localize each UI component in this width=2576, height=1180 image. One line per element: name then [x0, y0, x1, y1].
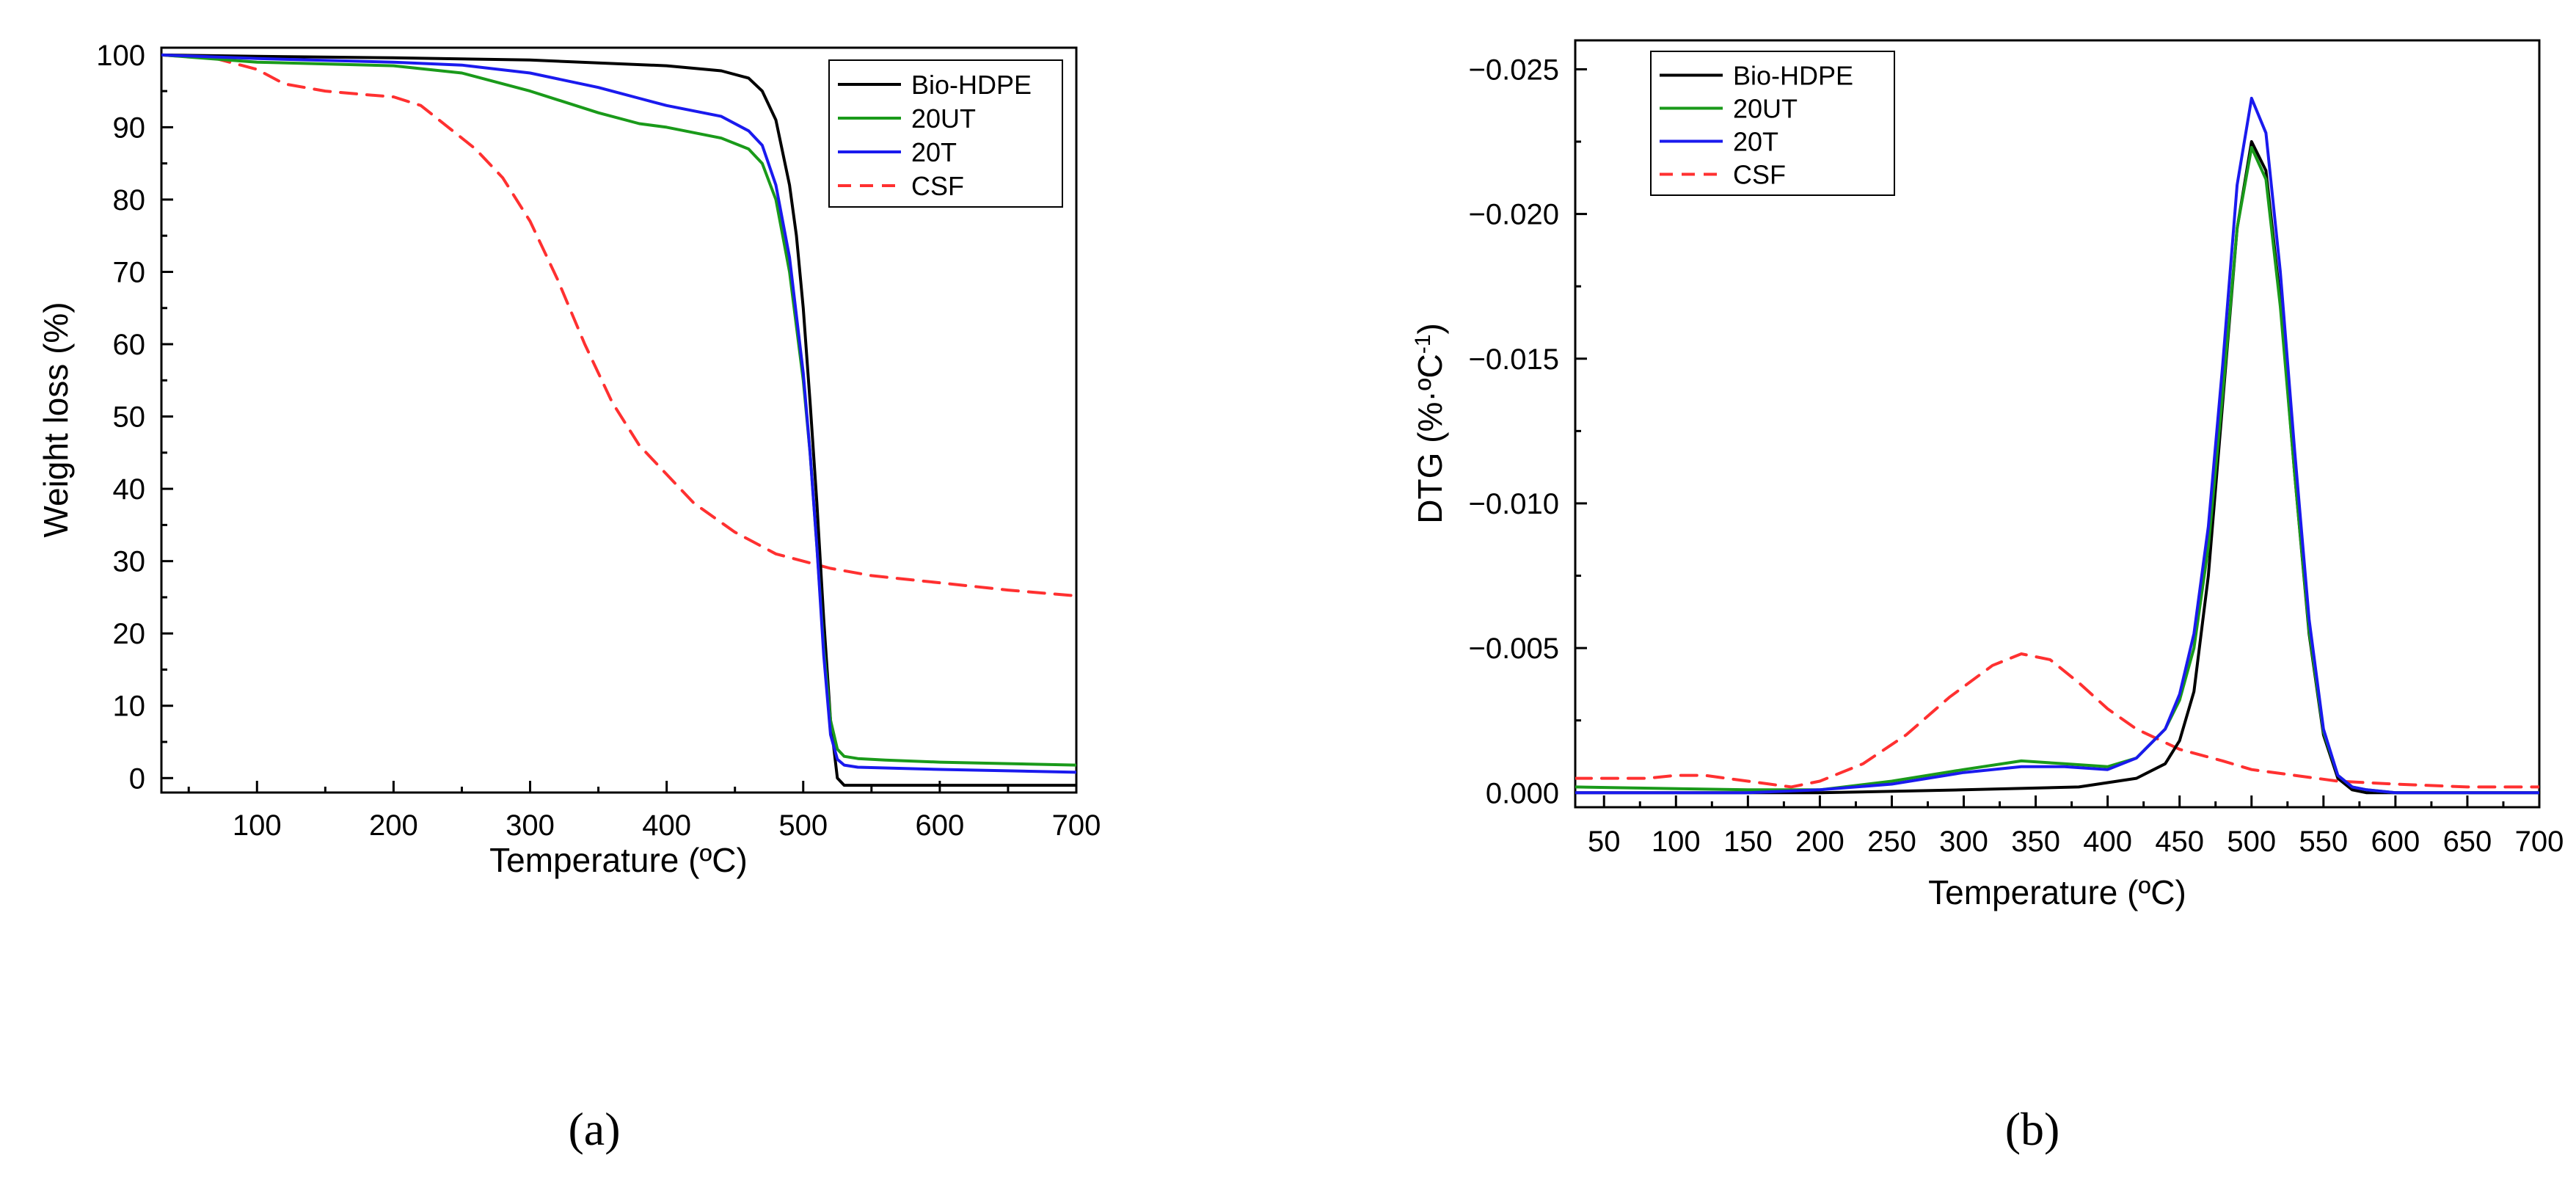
panel-b-x-tick-label: 400: [2083, 826, 2132, 858]
panel-b-x-tick-label: 50: [1588, 826, 1621, 858]
panel-b-x-tick-label: 600: [2371, 826, 2420, 858]
panel-a-y-tick-label: 30: [113, 546, 146, 578]
panel-b-y-tick-label: −0.025: [1469, 54, 1559, 86]
panel-b-x-axis: 50 100 150 200 250 300 350 400 450 500 550 600 650 70…: [1588, 795, 2564, 858]
panel-b-series-csf: [1575, 652, 2539, 789]
panel-a-x-tick-label: 200: [369, 809, 418, 842]
panel-a-y-tick-label: 50: [113, 401, 146, 434]
panel-a-legend-label: Bio-HDPE: [911, 70, 1032, 100]
panel-a-legend-label: 20T: [911, 137, 957, 167]
panel-b-x-tick-label: 700: [2515, 826, 2564, 858]
panel-a-y-tick-label: 80: [113, 184, 146, 216]
panel-b-x-tick-label: 550: [2299, 826, 2348, 858]
panel-b-x-tick-label: 350: [2011, 826, 2060, 858]
panel-a-x-axis-title: Temperature (ºC): [489, 841, 748, 879]
panel-b-y-tick-label: −0.010: [1469, 488, 1559, 520]
panel-a-chart: 100 200 300 400 500 600 700 0 10 20 30 40 50 60 70 80 9…: [37, 40, 1101, 1155]
panel-b-series-20ut: [1575, 145, 2539, 795]
panel-a-x-axis: 100 200 300 400 500 600 700: [187, 781, 1101, 842]
panel-b-y-axis-title-close: ): [1411, 323, 1449, 334]
panel-b-series-20t: [1575, 96, 2539, 795]
panel-b-series-bio-hdpe: [1575, 140, 2539, 795]
panel-b-plot-frame: [1574, 39, 2541, 809]
panel-a-x-tick-label: 700: [1052, 809, 1101, 842]
panel-a-series-csf: [161, 53, 1076, 597]
panel-a-plot-frame: [160, 46, 1078, 794]
panel-b-y-axis-title-sup: -1: [1411, 335, 1435, 354]
panel-b-x-axis-title: Temperature (ºC): [1928, 873, 2186, 911]
panel-a-legend-label: 20UT: [911, 103, 976, 134]
panel-b-series-group: [1575, 96, 2539, 795]
panel-b-y-tick-label: −0.020: [1469, 199, 1559, 231]
panel-a-x-tick-label: 400: [642, 809, 691, 842]
panel-a-y-tick-label: 0: [129, 762, 145, 795]
panel-a-y-tick-label: 70: [113, 256, 146, 288]
panel-a-series-bio-hdpe: [161, 53, 1076, 787]
panel-b-label: (b): [2005, 1103, 2060, 1155]
panel-a-series-20t: [161, 53, 1076, 774]
panel-b-x-tick-label: 150: [1723, 826, 1773, 858]
panel-b-legend-label: Bio-HDPE: [1733, 61, 1853, 91]
panel-a-x-tick-label: 500: [778, 809, 828, 842]
panel-a-y-tick-label: 90: [113, 112, 146, 144]
panel-a-y-tick-label: 60: [113, 329, 146, 361]
panel-a-x-tick-label: 100: [233, 809, 282, 842]
panel-b-x-tick-label: 650: [2443, 826, 2492, 858]
panel-a-y-tick-label: 100: [96, 40, 145, 72]
panel-b-y-tick-label: −0.015: [1469, 343, 1559, 376]
panel-a-label: (a): [568, 1103, 620, 1155]
panel-b-x-tick-label: 250: [1867, 826, 1916, 858]
panel-a-y-tick-label: 10: [113, 691, 146, 723]
panel-b-legend-label: 20T: [1733, 127, 1778, 157]
panel-a-legend-label: CSF: [911, 171, 964, 201]
panel-b-x-tick-label: 450: [2155, 826, 2204, 858]
panel-b-x-tick-label: 300: [1939, 826, 1988, 858]
panel-a-y-axis-title: Weight loss (%): [37, 302, 75, 537]
panel-a-series-20ut: [161, 53, 1076, 767]
panel-b-x-tick-label: 100: [1652, 826, 1701, 858]
panel-b-x-tick-label: 200: [1795, 826, 1845, 858]
panel-b-y-axis-title-main: DTG (%·ºC: [1411, 354, 1449, 523]
panel-b-legend-label: 20UT: [1733, 94, 1798, 124]
panel-a-series-group: [161, 53, 1076, 787]
panel-b-x-tick-label: 500: [2227, 826, 2276, 858]
panel-b-y-tick-label: −0.005: [1469, 633, 1559, 665]
panel-a-x-tick-label: 300: [506, 809, 555, 842]
panel-a-x-tick-label: 600: [916, 809, 965, 842]
panel-b-y-axis-title: DTG (%·ºC-1): [1411, 323, 1449, 523]
panel-b-y-tick-label: 0.000: [1486, 777, 1559, 809]
panel-a-y-axis: 0 10 20 30 40 50 60 70 80 90 100: [96, 40, 173, 795]
panel-b-legend-label: CSF: [1733, 160, 1786, 190]
panel-b-y-axis: 0.000 −0.005 −0.010 −0.015 −0.020 −0.025: [1469, 54, 1587, 809]
panel-a-y-tick-label: 20: [113, 618, 146, 650]
panel-a-y-tick-label: 40: [113, 473, 146, 506]
panel-b-chart: 50 100 150 200 250 300 350 400 450 500 550 600 650 70…: [1411, 39, 2564, 1155]
